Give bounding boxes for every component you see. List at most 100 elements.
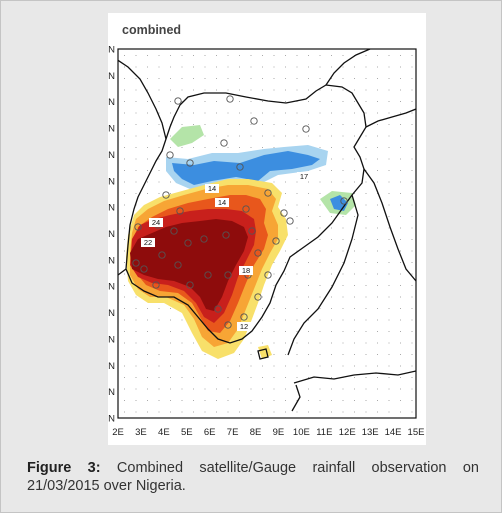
lat-tick-label: 14N: [108, 71, 115, 82]
cameroon-border: [287, 168, 416, 356]
station-marker: [140, 265, 148, 273]
rainfall-map: combined 15N 14N 13N 12N 11N 10N 9N 8N 7N 6N 5N 4N 3…: [98, 23, 425, 438]
lat-tick-label: 13N: [108, 97, 115, 108]
station-marker: [174, 261, 182, 269]
caption-text: Combined satellite/Gauge rainfall observ…: [27, 460, 479, 494]
lat-tick-label: 9N: [108, 203, 115, 214]
lon-tick-label: 3E: [135, 427, 147, 438]
station-marker: [200, 235, 208, 243]
station-marker: [226, 95, 234, 103]
station-marker: [254, 293, 262, 301]
gabon-congo-border: [291, 370, 416, 412]
station-marker: [158, 251, 166, 259]
lat-tick-label: 4N: [108, 334, 115, 345]
lat-tick-label: 2N: [108, 387, 115, 398]
figure-caption: Figure 3: Combined satellite/Gauge rainf…: [27, 459, 479, 495]
station-value-box: [149, 218, 163, 227]
station-marker: [174, 97, 182, 105]
lat-tick-label: 8N: [108, 229, 115, 240]
station-marker: [236, 163, 244, 171]
station-marker: [186, 159, 194, 167]
station-marker: [286, 217, 294, 225]
station-marker: [214, 305, 222, 313]
lat-tick-label: 12N: [108, 124, 115, 135]
station-value-box: [237, 322, 251, 331]
station-marker: [166, 151, 174, 159]
station-marker: [272, 237, 280, 245]
station-marker: [176, 207, 184, 215]
station-marker: [254, 249, 262, 257]
station-value-label: 14: [218, 198, 226, 207]
lat-tick-label: 10N: [108, 176, 115, 187]
station-marker: [224, 321, 232, 329]
lon-tick-label: 12E: [339, 427, 356, 438]
station-marker: [220, 139, 228, 147]
map-title: combined: [122, 23, 181, 37]
station-value-label: 14: [208, 184, 216, 193]
lon-tick-label: 8E: [250, 427, 262, 438]
latitude-tick-labels: 15N 14N 13N 12N 11N 10N 9N 8N 7N 6N 5N 4N 3N 2N 1N: [98, 45, 116, 425]
station-marker: [340, 197, 348, 205]
lon-tick-label: 15E: [408, 427, 425, 438]
lat-tick-label: 5N: [108, 308, 115, 319]
longitude-tick-labels: 2E 3E 4E 5E 6E 7E 8E 9E 10E 11E 12E 13E 14E 15E: [112, 427, 424, 438]
station-value-label: 24: [152, 218, 160, 227]
bioko-island: [257, 348, 269, 360]
station-value-box: [215, 198, 229, 207]
chad-border: [325, 49, 416, 128]
nigeria-border: [125, 84, 367, 344]
station-marker: [134, 223, 142, 231]
station-marker: [242, 205, 250, 213]
lon-tick-label: 4E: [158, 427, 170, 438]
station-value-box: [239, 266, 253, 275]
station-marker: [162, 191, 170, 199]
station-marker: [186, 281, 194, 289]
station-value-label: 22: [144, 238, 152, 247]
station-marker: [302, 125, 310, 133]
station-marker: [280, 209, 288, 217]
station-marker: [170, 227, 178, 235]
rainfall-shading: [126, 125, 356, 359]
station-marker: [152, 281, 160, 289]
country-boundaries: [118, 49, 416, 412]
lat-tick-label: 7N: [108, 255, 115, 266]
lat-tick-label: 3N: [108, 361, 115, 372]
rain-area-blue-band: [172, 151, 320, 185]
lon-tick-label: 13E: [362, 427, 379, 438]
station-marker: [240, 313, 248, 321]
lon-tick-label: 14E: [385, 427, 402, 438]
plot-border: [117, 48, 417, 419]
station-value-box: [297, 172, 311, 181]
rainfall-map-figure: combined 15N 14N 13N 12N 11N 10N 9N 8N 7N 6N 5N 4N 3…: [98, 13, 426, 445]
lat-tick-label: 11N: [108, 150, 115, 161]
station-marker: [264, 271, 272, 279]
station-value-box: [141, 238, 155, 247]
lon-tick-label: 6E: [204, 427, 216, 438]
station-marker: [222, 231, 230, 239]
station-value-label: 18: [242, 266, 250, 275]
lon-tick-label: 2E: [112, 427, 124, 438]
lat-tick-label: 1N: [108, 414, 115, 425]
station-marker: [204, 271, 212, 279]
rain-area-yellow-coast-island: [258, 345, 272, 359]
lon-tick-label: 11E: [316, 427, 332, 438]
station-value-label: 17: [300, 172, 308, 181]
rain-area-dark-red: [130, 219, 248, 311]
station-marker: [264, 189, 272, 197]
station-marker: [250, 117, 258, 125]
lat-tick-label: 15N: [108, 45, 115, 56]
station-marker: [184, 239, 192, 247]
station-value-label: 12: [240, 322, 248, 331]
station-marker: [248, 227, 256, 235]
benin-niger-border: [118, 59, 167, 276]
lon-tick-label: 9E: [273, 427, 285, 438]
caption-label: Figure 3:: [27, 460, 101, 476]
rain-area-light-green-north: [170, 125, 204, 147]
lon-tick-label: 7E: [227, 427, 239, 438]
station-value-box: [205, 184, 219, 193]
lon-tick-label: 5E: [181, 427, 193, 438]
station-marker: [132, 259, 140, 267]
